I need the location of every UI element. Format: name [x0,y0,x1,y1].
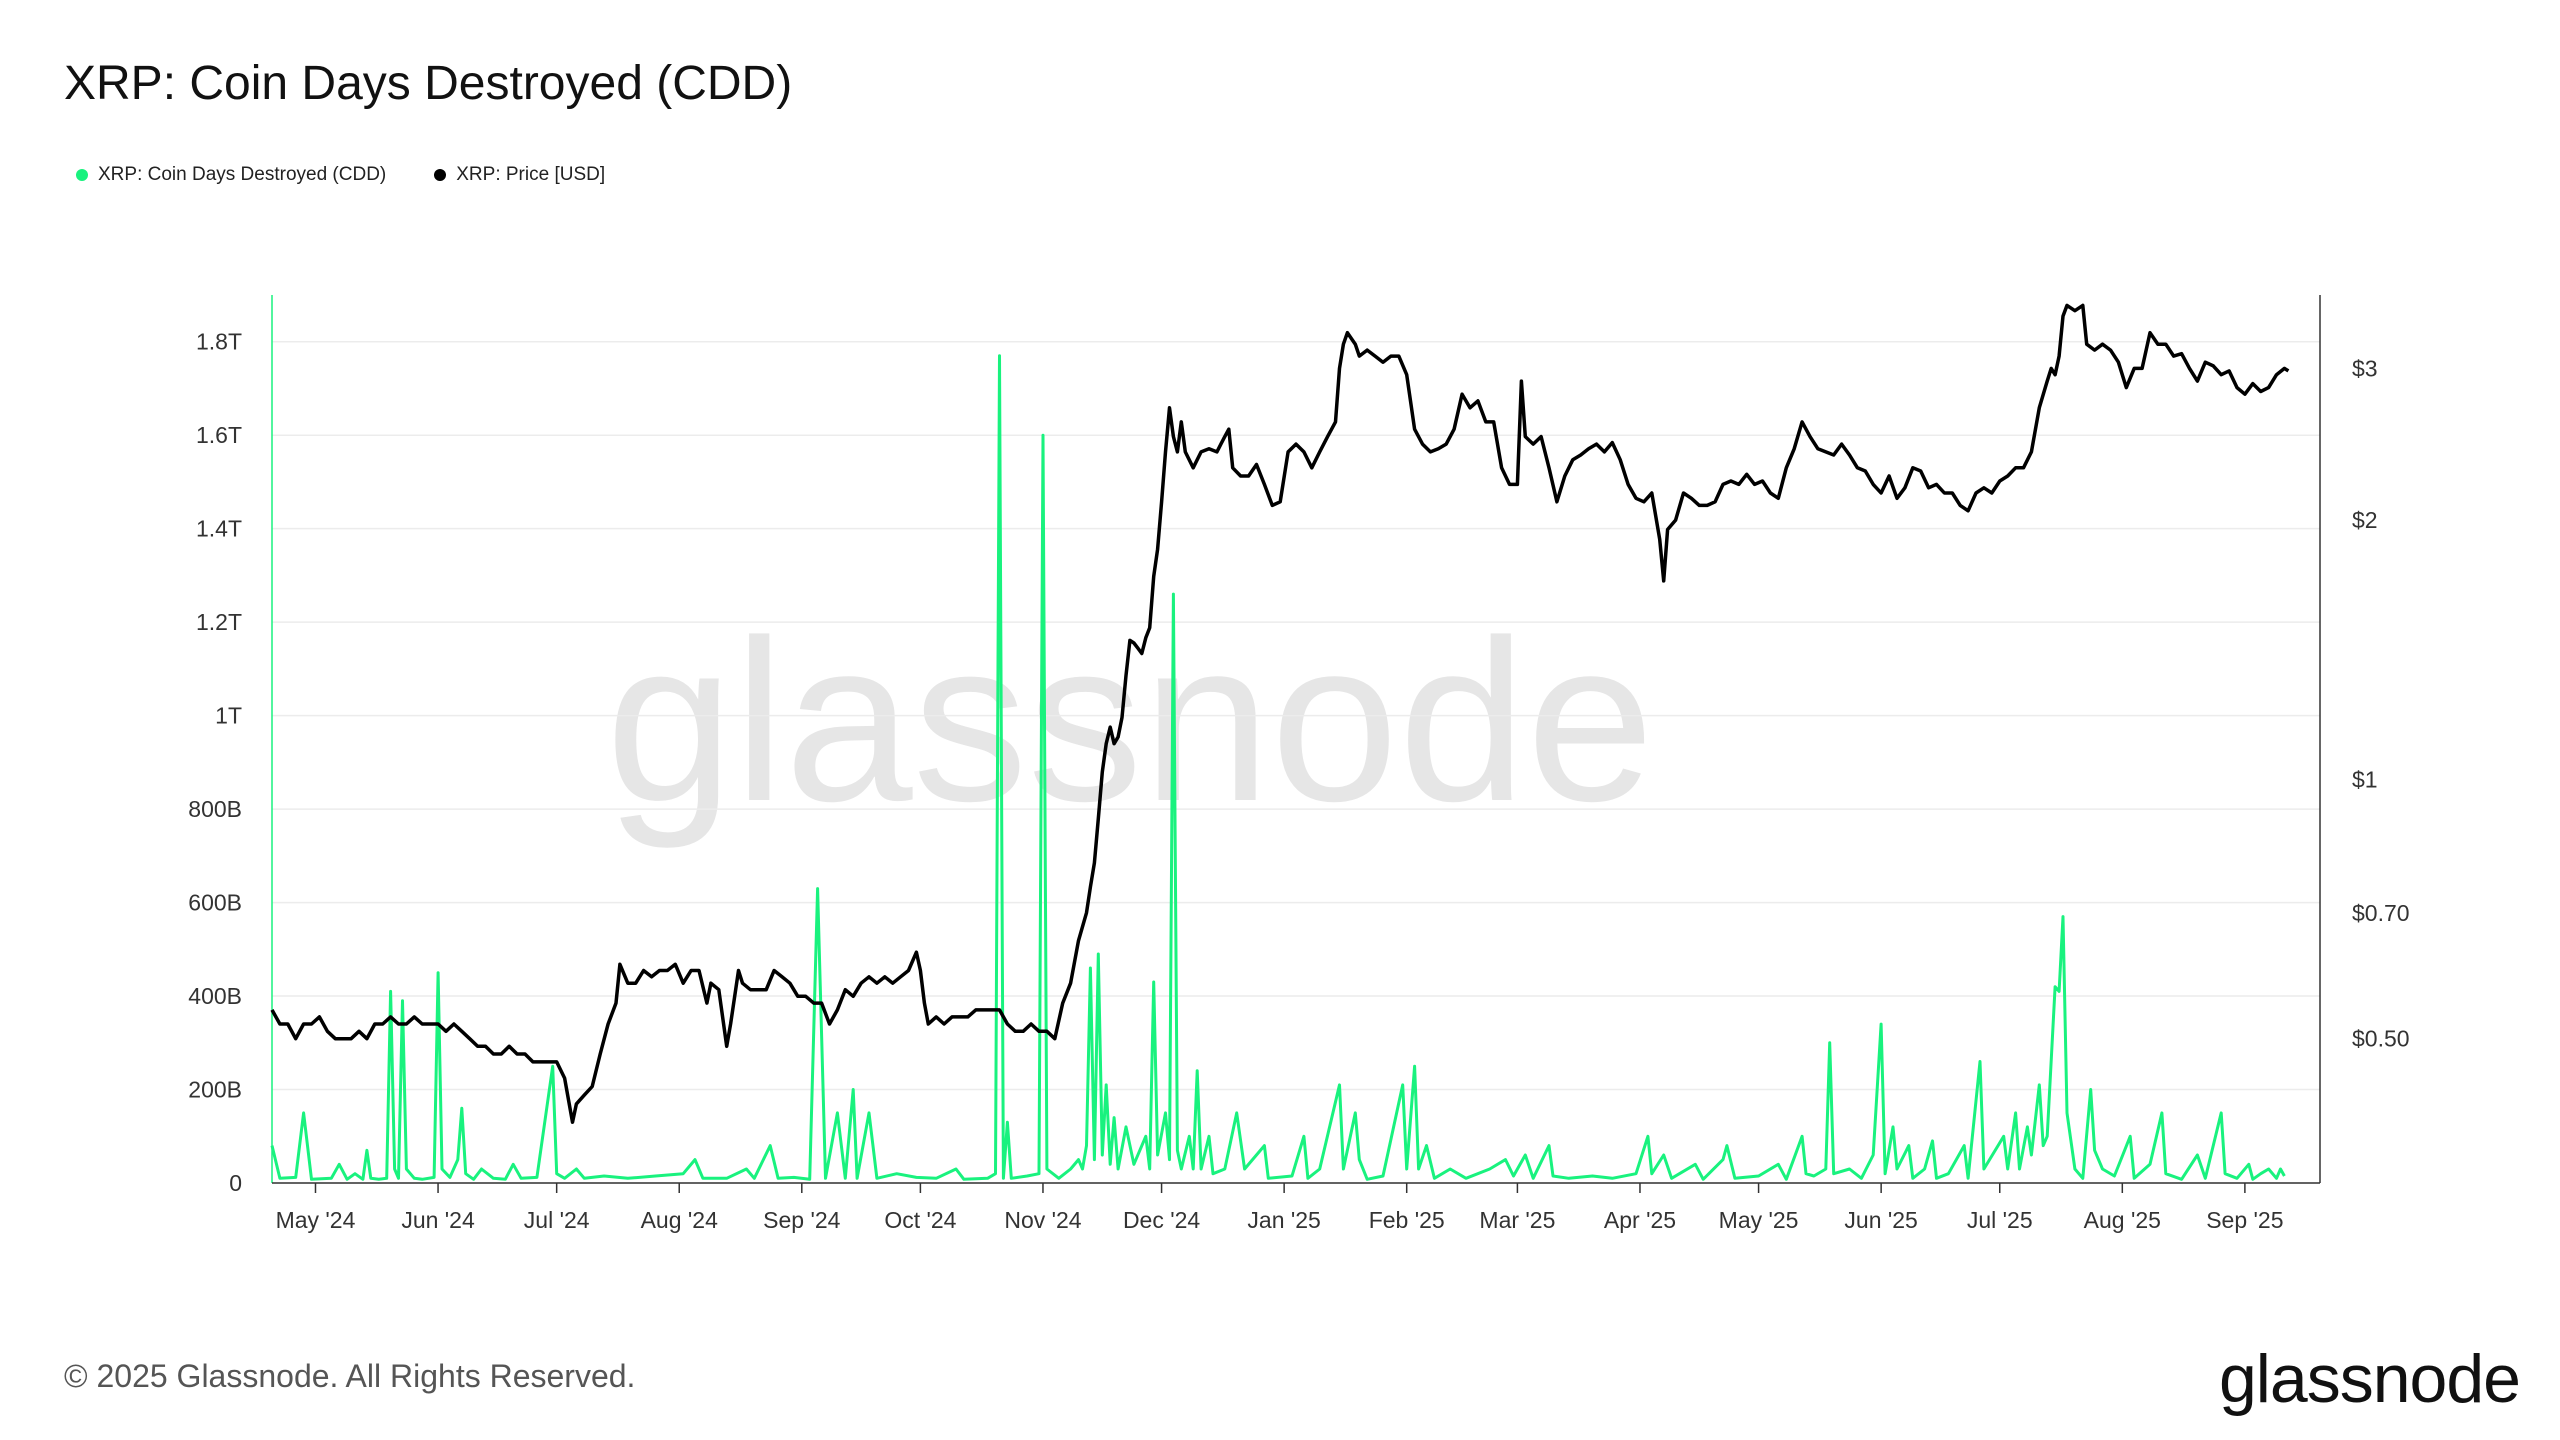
x-tick-label: Sep '24 [763,1207,840,1233]
x-tick-label: Jan '25 [1247,1207,1320,1233]
y-right-tick-label: $2 [2352,507,2378,533]
glassnode-logo[interactable]: glassnode [2218,1341,2521,1417]
y-left-tick-label: 200B [188,1077,242,1103]
y-axis-right: $0.50 $0.70 $1 $2 $3 [2352,355,2410,1051]
y-left-tick-label: 800B [188,796,242,822]
y-right-tick-label: $0.70 [2352,900,2410,926]
legend-item-price[interactable]: XRP: Price [USD] [434,164,605,186]
y-left-tick-label: 400B [188,983,242,1009]
legend: XRP: Coin Days Destroyed (CDD) XRP: Pric… [76,164,605,186]
x-tick-label: Oct '24 [884,1207,956,1233]
y-axis-left: 0 200B 400B 600B 800B 1T 1.2T 1.4T 1.6T 1.8T [188,329,242,1196]
y-left-tick-label: 1T [215,703,242,729]
x-tick-label: Jul '24 [524,1207,590,1233]
x-tick-label: Dec '24 [1123,1207,1200,1233]
x-tick-label: Jul '25 [1967,1207,2033,1233]
x-tick-label: Aug '24 [641,1207,718,1233]
y-left-tick-label: 1.8T [196,329,242,355]
x-tick-label: Jun '25 [1844,1207,1917,1233]
y-left-tick-label: 1.4T [196,516,242,542]
y-left-tick-label: 600B [188,890,242,916]
x-tick-label: Apr '25 [1604,1207,1676,1233]
legend-item-cdd[interactable]: XRP: Coin Days Destroyed (CDD) [76,164,386,186]
chart-title: XRP: Coin Days Destroyed (CDD) [64,57,793,110]
y-right-tick-label: $0.50 [2352,1026,2410,1052]
copyright: © 2025 Glassnode. All Rights Reserved. [64,1358,636,1394]
y-left-tick-label: 0 [229,1170,242,1196]
watermark: glassnode [606,592,1655,849]
x-axis: May '24 Jun '24 Jul '24 Aug '24 Sep '24 Oct '… [272,1182,2320,1233]
legend-label-price: XRP: Price [USD] [456,164,606,185]
x-tick-label: May '25 [1719,1207,1799,1233]
x-tick-label: Aug '25 [2084,1207,2161,1233]
x-tick-label: Mar '25 [1479,1207,1555,1233]
x-tick-label: Jun '24 [401,1207,475,1233]
legend-dot-cdd-icon [76,169,88,181]
legend-label-cdd: XRP: Coin Days Destroyed (CDD) [98,164,387,185]
y-left-tick-label: 1.6T [196,422,242,448]
y-left-tick-label: 1.2T [196,609,242,635]
x-tick-label: May '24 [276,1207,356,1233]
x-tick-label: Sep '25 [2206,1207,2283,1233]
y-right-tick-label: $1 [2352,766,2378,792]
x-tick-label: Feb '25 [1369,1207,1445,1233]
y-right-tick-label: $3 [2352,355,2378,381]
series-price-line[interactable] [270,303,2290,1124]
series-cdd-line[interactable] [270,354,2286,1181]
legend-dot-price-icon [434,169,447,181]
x-tick-label: Nov '24 [1004,1207,1081,1233]
